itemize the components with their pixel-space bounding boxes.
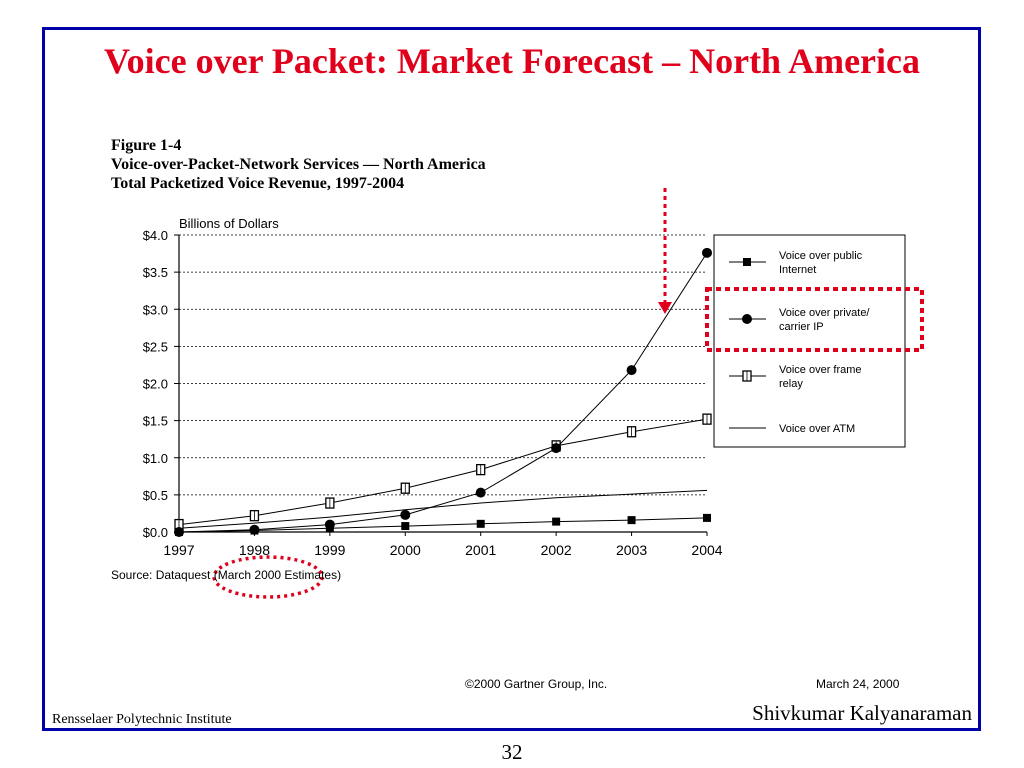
series-voice-over-frame-relay xyxy=(174,413,712,531)
highlight-ellipse xyxy=(212,555,324,599)
y-tick-label: $3.0 xyxy=(143,302,168,317)
y-tick-label: $2.0 xyxy=(143,377,168,392)
data-point xyxy=(742,314,752,324)
data-point xyxy=(476,519,485,528)
y-tick-label: $1.5 xyxy=(143,414,168,429)
legend-label: Internet xyxy=(779,264,816,276)
x-tick-label: 1997 xyxy=(163,542,194,558)
author-footer: Shivkumar Kalyanaraman xyxy=(752,701,972,725)
source-note: Source: Dataquest (March 2000 Estimates) xyxy=(111,568,342,582)
series-line xyxy=(178,252,708,533)
data-point xyxy=(703,513,711,522)
data-point xyxy=(551,443,562,454)
series-line xyxy=(178,517,708,533)
data-point xyxy=(743,258,751,266)
data-point xyxy=(475,487,486,498)
data-point xyxy=(552,517,561,526)
y-axis-label: Billions of Dollars xyxy=(179,216,279,231)
data-point xyxy=(627,516,636,525)
y-tick-label: $0.5 xyxy=(143,488,168,503)
legend-label: Voice over frame xyxy=(779,364,862,376)
series-voice-over-atm xyxy=(178,489,708,529)
page-number: 32 xyxy=(501,740,523,764)
highlight-box xyxy=(705,287,924,352)
x-tick-label: 2001 xyxy=(465,542,496,558)
y-tick-label: $4.0 xyxy=(143,228,168,243)
x-tick-label: 2002 xyxy=(541,542,572,558)
figure-date: March 24, 2000 xyxy=(816,677,900,691)
x-tick-label: 1999 xyxy=(314,542,345,558)
series-line xyxy=(178,489,708,529)
x-tick-label: 1998 xyxy=(239,542,270,558)
figure-label: Figure 1-4 xyxy=(111,137,182,154)
data-point xyxy=(249,524,260,535)
legend-label: carrier IP xyxy=(779,321,824,333)
data-point xyxy=(174,527,184,537)
y-tick-label: $2.5 xyxy=(143,339,168,354)
x-tick-label: 2003 xyxy=(616,542,647,558)
highlight-arrow-head xyxy=(658,302,672,314)
figure-title: Total Packetized Voice Revenue, 1997-200… xyxy=(111,175,405,192)
legend-label: Voice over private/ xyxy=(779,307,870,319)
slide-title: Voice over Packet: Market Forecast – Nor… xyxy=(103,41,921,81)
institution-footer: Rensselaer Polytechnic Institute xyxy=(52,712,232,727)
x-tick-label: 2000 xyxy=(390,542,421,558)
legend-label: Voice over public xyxy=(779,250,863,262)
y-tick-label: $0.0 xyxy=(143,525,168,540)
data-point xyxy=(400,509,411,520)
series-line xyxy=(178,418,708,526)
legend-box xyxy=(713,234,906,448)
legend-label: relay xyxy=(779,378,803,390)
series-voice-over-private-carrier-ip xyxy=(174,247,712,537)
data-point xyxy=(324,519,335,530)
data-point xyxy=(401,522,410,531)
legend-label: Voice over ATM xyxy=(779,423,855,435)
x-tick-label: 2004 xyxy=(691,542,722,558)
data-point xyxy=(702,247,712,258)
copyright-note: ©2000 Gartner Group, Inc. xyxy=(465,677,608,691)
figure-subtitle: Voice-over-Packet-Network Services — Nor… xyxy=(111,156,486,173)
y-tick-label: $3.5 xyxy=(143,265,168,280)
legend: Voice over public Internet Voice over priv… xyxy=(713,234,906,448)
y-tick-label: $1.0 xyxy=(143,451,168,466)
data-point xyxy=(626,365,637,376)
